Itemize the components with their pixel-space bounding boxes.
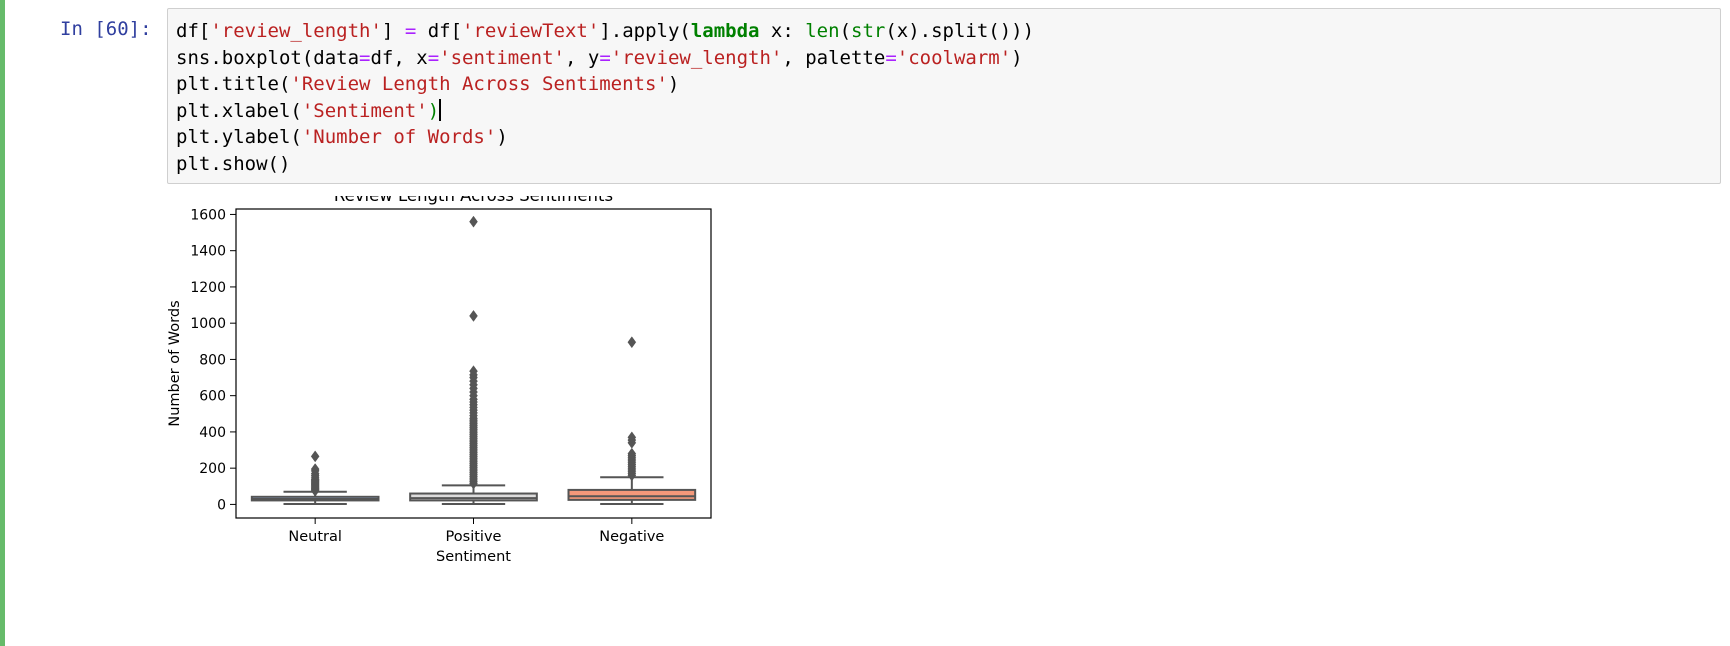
code-line: plt.xlabel('Sentiment')	[176, 98, 1034, 125]
code-token: x:	[759, 20, 806, 42]
code-token: plt.title(	[176, 73, 291, 95]
box-negative	[567, 488, 697, 501]
code-token: df[	[176, 20, 211, 42]
y-tick-label: 600	[199, 389, 226, 405]
x-tick-label: Negative	[599, 529, 664, 545]
code-line: plt.title('Review Length Across Sentimen…	[176, 71, 1034, 98]
y-axis-label: Number of Words	[167, 300, 183, 426]
outlier-point	[627, 336, 637, 349]
cell-prompt: In [60]:	[60, 18, 152, 40]
outlier-point	[310, 463, 320, 475]
code-token: 'review_length'	[610, 46, 783, 69]
code-token: sns.boxplot(data	[176, 46, 360, 69]
code-token: str	[851, 20, 886, 42]
code-token: (x).split()))	[885, 20, 1035, 42]
code-token: 'Sentiment'	[301, 99, 428, 122]
code-token: )	[1011, 46, 1023, 69]
code-token: )	[427, 99, 440, 122]
code-token: ]	[381, 20, 405, 42]
code-token: 'review_length'	[210, 20, 382, 42]
code-token: len	[805, 20, 840, 42]
cell-output: Review Length Across Sentiments 0 200 400 60…	[167, 186, 817, 636]
x-tick-label: Neutral	[288, 529, 342, 545]
plot-frame	[235, 208, 712, 519]
code-token: plt.xlabel(	[176, 99, 302, 122]
code-token: =	[359, 46, 371, 69]
code-token: lambda	[690, 20, 760, 42]
code-token: 'reviewText'	[462, 20, 600, 42]
boxplot-chart: Review Length Across Sentiments 0 200 400 60…	[167, 186, 712, 565]
code-token: 'coolwarm'	[896, 46, 1012, 69]
outlier-point	[469, 310, 478, 322]
cell-selection-bar	[0, 0, 5, 646]
code-token: ].apply(	[599, 20, 691, 42]
x-tick-label: Positive	[446, 529, 502, 545]
code-token: (	[839, 20, 852, 42]
text-cursor	[439, 98, 442, 121]
y-tick-label: 1400	[190, 244, 226, 260]
y-tick-label: 1000	[190, 316, 226, 332]
outlier-point	[469, 365, 478, 378]
code-text[interactable]: df['review_length'] = df['reviewText'].a…	[176, 18, 1034, 177]
code-token: plt.show()	[176, 152, 291, 175]
code-cell-editor[interactable]: df['review_length'] = df['reviewText'].a…	[167, 8, 1721, 184]
code-token: 'Number of Words'	[301, 126, 497, 148]
code-token: =	[404, 20, 417, 42]
y-tick-label: 1600	[190, 207, 226, 223]
y-tick-label: 200	[199, 461, 226, 477]
code-token: )	[496, 126, 508, 148]
box-positive	[409, 492, 538, 502]
code-line: plt.show()	[176, 151, 1034, 178]
code-line: sns.boxplot(data=df, x='sentiment', y='r…	[176, 45, 1034, 72]
code-line: df['review_length'] = df['reviewText'].a…	[176, 18, 1034, 45]
code-token: 'sentiment'	[439, 46, 565, 69]
x-axis-label: Sentiment	[436, 549, 511, 565]
y-tick-label: 400	[199, 425, 226, 441]
outlier-point	[627, 431, 637, 444]
y-tick-label: 800	[199, 352, 226, 368]
chart-title: Review Length Across Sentiments	[334, 196, 613, 205]
code-token: plt.ylabel(	[176, 126, 302, 148]
outlier-point	[469, 215, 478, 228]
code-token: 'Review Length Across Sentiments'	[290, 73, 668, 95]
code-token: =	[599, 46, 611, 69]
code-token: =	[885, 46, 897, 69]
code-token: =	[427, 46, 440, 69]
code-token: , palette	[782, 46, 886, 69]
y-tick-label: 1200	[190, 280, 226, 296]
outlier-point	[627, 447, 637, 460]
code-token: )	[667, 73, 680, 95]
outlier-point	[310, 450, 320, 463]
code-token: df[	[416, 20, 463, 42]
code-token: df, x	[370, 46, 428, 69]
code-token: , y	[564, 46, 600, 69]
y-tick-label: 0	[217, 497, 226, 513]
code-line: plt.ylabel('Number of Words')	[176, 124, 1034, 151]
